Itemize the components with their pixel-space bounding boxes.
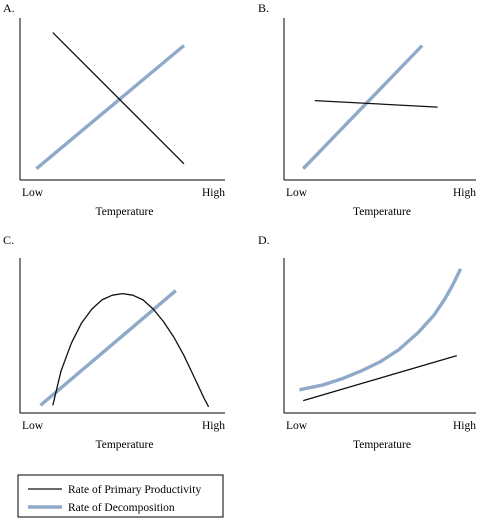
x-tick-label-low: Low [22,420,44,432]
x-tick-label-low: Low [22,187,44,199]
legend: Rate of Primary Productivity Rate of Dec… [17,474,224,518]
x-tick-label-high: High [453,420,476,432]
x-axis-title: Temperature [96,439,154,451]
x-tick-label-low: Low [286,187,308,199]
series-line-decomposition [35,44,186,171]
x-axis-title: Temperature [353,206,411,218]
series-line-decomposition [299,268,463,392]
series-line-primary-productivity [52,32,185,165]
panel-label: A. [3,1,15,15]
series-line-primary-productivity [303,354,457,402]
series-line-decomposition [39,289,177,407]
chart-panel: D. Low High Temperature [258,233,476,451]
x-tick-label-high: High [202,420,225,432]
x-axis-title: Temperature [96,206,154,218]
legend-box [17,474,224,518]
chart-panel: C. Low High Temperature [3,233,225,451]
panel-label: B. [258,1,269,15]
series-line-decomposition [301,44,424,170]
series-line-primary-productivity [314,99,438,108]
series-line-primary-productivity [52,292,210,408]
panel-label: C. [3,233,14,247]
chart-panel: B. Low High Temperature [258,1,476,218]
legend-label-primary-productivity: Rate of Primary Productivity [68,484,201,496]
x-tick-label-high: High [202,187,225,199]
panel-label: D. [258,233,270,247]
x-tick-label-low: Low [286,420,308,432]
legend-label-decomposition: Rate of Decomposition [68,502,175,514]
x-axis-title: Temperature [353,439,411,451]
chart-panel: A. Low High Temperature [3,1,225,218]
x-tick-label-high: High [453,187,476,199]
